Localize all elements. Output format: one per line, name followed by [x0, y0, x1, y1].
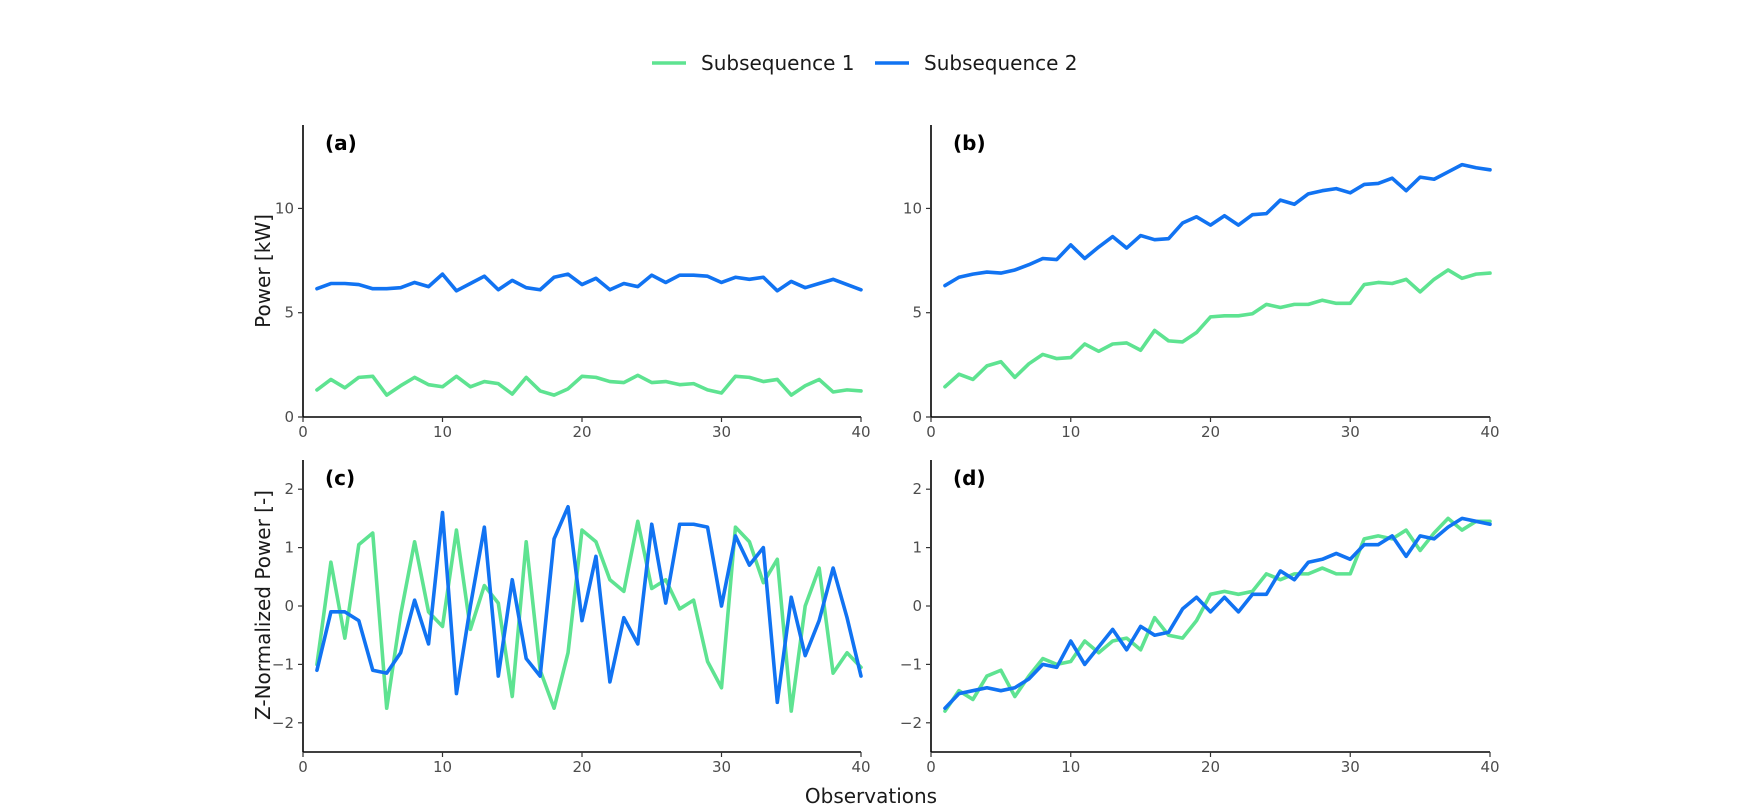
x-tick-label: 40 — [851, 758, 870, 776]
x-tick-label: 0 — [298, 423, 308, 441]
legend-label-subsequence-2: Subsequence 2 — [924, 51, 1078, 75]
y-tick-label: 10 — [275, 199, 294, 217]
series-line-subsequence-1 — [315, 373, 863, 397]
panel-tag: (b) — [953, 131, 986, 155]
y-tick-label: 5 — [912, 304, 922, 322]
x-tick-label: 10 — [1061, 423, 1080, 441]
y-tick-label: 2 — [912, 480, 922, 498]
x-tick-label: 30 — [712, 758, 731, 776]
legend-label-subsequence-1: Subsequence 1 — [701, 51, 855, 75]
series-line-subsequence-1 — [315, 519, 863, 713]
series-line-subsequence-2 — [315, 504, 863, 705]
y-tick-label: −1 — [900, 655, 922, 673]
panel-c: 0 10 20 30 40 −2 −1 0 1 2 (c) — [272, 460, 871, 776]
x-tick-label: 20 — [1201, 423, 1220, 441]
x-tick-label: 20 — [572, 758, 591, 776]
x-tick-label: 0 — [926, 423, 936, 441]
series-line-subsequence-1 — [943, 268, 1492, 389]
x-tick-label: 30 — [1341, 423, 1360, 441]
y-tick-label: −2 — [272, 714, 294, 732]
panel-b: 0 10 20 30 40 0 5 10 (b) — [903, 125, 1500, 441]
y-tick-label: 0 — [284, 597, 294, 615]
y-tick-label: 1 — [284, 539, 294, 557]
x-tick-label: 40 — [1480, 423, 1499, 441]
y-axis-title-power: Power [kW] — [251, 214, 275, 328]
y-tick-label: −2 — [900, 714, 922, 732]
x-tick-label: 10 — [433, 758, 452, 776]
series-line-subsequence-2 — [943, 516, 1492, 711]
x-tick-label: 40 — [851, 423, 870, 441]
legend: Subsequence 1 Subsequence 2 — [652, 51, 1078, 75]
x-tick-label: 10 — [433, 423, 452, 441]
x-tick-label: 0 — [298, 758, 308, 776]
series-line-subsequence-1 — [943, 516, 1492, 713]
y-tick-label: 0 — [912, 408, 922, 426]
x-axis-title-observations: Observations — [805, 784, 937, 808]
series-line-subsequence-2 — [943, 162, 1492, 288]
y-tick-label: 2 — [284, 480, 294, 498]
y-tick-label: 0 — [284, 408, 294, 426]
panel-tag: (a) — [325, 131, 357, 155]
y-tick-label: 1 — [912, 539, 922, 557]
panel-a: 0 10 20 30 40 0 5 10 (a) — [275, 125, 871, 441]
y-tick-label: 10 — [903, 199, 922, 217]
x-tick-label: 0 — [926, 758, 936, 776]
x-tick-label: 20 — [1201, 758, 1220, 776]
series-line-subsequence-2 — [315, 272, 863, 293]
x-tick-label: 30 — [712, 423, 731, 441]
panel-tag: (c) — [325, 466, 355, 490]
x-tick-label: 10 — [1061, 758, 1080, 776]
y-tick-label: −1 — [272, 655, 294, 673]
y-axis-title-z-normalized: Z-Normalized Power [-] — [251, 490, 275, 720]
x-tick-label: 40 — [1480, 758, 1499, 776]
y-tick-label: 5 — [284, 304, 294, 322]
panel-d: 0 10 20 30 40 −2 −1 0 1 2 (d) — [900, 460, 1500, 776]
x-tick-label: 20 — [572, 423, 591, 441]
panel-tag: (d) — [953, 466, 986, 490]
y-tick-label: 0 — [912, 597, 922, 615]
x-tick-label: 30 — [1341, 758, 1360, 776]
